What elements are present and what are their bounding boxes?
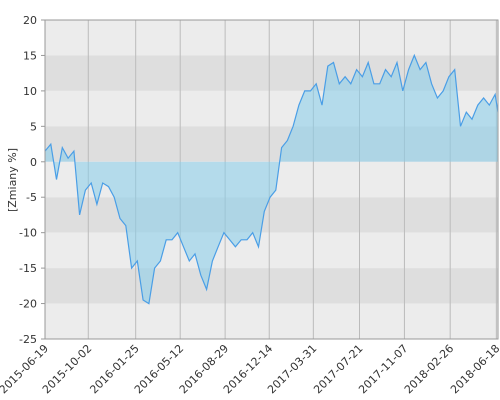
- area: [45, 55, 498, 304]
- grid-band: [45, 303, 498, 339]
- y-tick-label: 0: [30, 156, 37, 169]
- x-tick-label: 2018-06-18: [448, 342, 500, 396]
- y-tick-label: -5: [26, 191, 37, 204]
- y-axis-label: [Zmiany %]: [6, 148, 19, 212]
- line: [44, 53, 499, 305]
- y-tick-label: 15: [23, 49, 37, 62]
- grid-band: [45, 268, 498, 304]
- y-tick-label: 5: [30, 120, 37, 133]
- plot-border: [44, 19, 499, 340]
- grid-band: [45, 20, 498, 56]
- y-tick-label: 20: [23, 14, 37, 27]
- grid-band: [45, 197, 498, 233]
- y-tick-label: -15: [19, 262, 37, 275]
- y-tick-label: -20: [19, 298, 37, 311]
- y-tick-label: -25: [19, 333, 37, 346]
- y-tick-label: 10: [23, 85, 37, 98]
- grid-band: [45, 232, 498, 269]
- y-tick-label: -10: [19, 227, 37, 240]
